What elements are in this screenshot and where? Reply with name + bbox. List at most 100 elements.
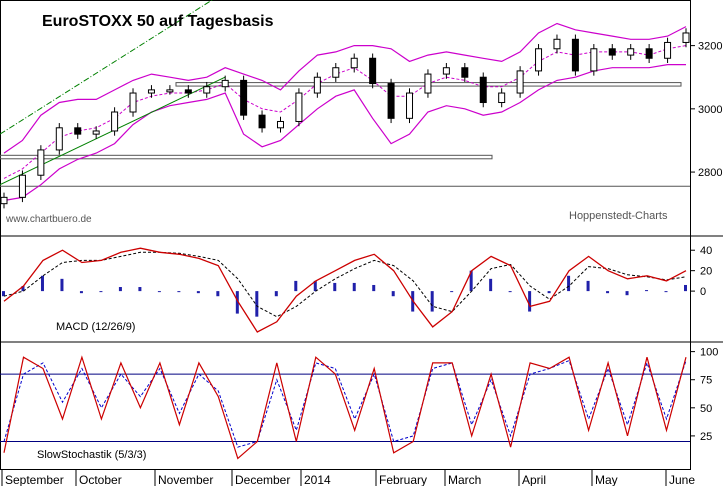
price-ytick-label: 2800 (698, 167, 722, 179)
candle-body (129, 92, 137, 113)
candle-body (553, 38, 561, 50)
candle-body (406, 92, 414, 119)
x-axis-label: September (5, 473, 64, 486)
plot-border (0, 0, 691, 470)
chart-title: EuroSTOXX 50 auf Tagesbasis (42, 13, 274, 30)
macd-histogram-bar (684, 284, 687, 292)
macd-histogram-bar (118, 287, 122, 292)
macd-histogram-bar (274, 291, 278, 297)
bollinger-lower-line (3, 63, 686, 202)
macd-histogram-bar (177, 291, 181, 293)
candle-body (369, 57, 377, 85)
candle-body (664, 41, 672, 59)
source-label-left: www.chartbuero.de (5, 214, 92, 225)
candle-body (535, 48, 543, 72)
candle-body (276, 120, 284, 129)
price-panel: 2800 3000 3200 (0, 0, 722, 209)
bollinger-upper-line (3, 22, 687, 154)
stoch-ytick-label: 25 (700, 431, 712, 443)
candle-body (627, 48, 635, 56)
candle-body (0, 196, 8, 205)
macd-histogram-bar (664, 291, 668, 293)
macd-histogram-bar (313, 280, 317, 292)
macd-histogram-bar (391, 291, 395, 297)
candle-body (645, 48, 653, 59)
macd-histogram-bar (352, 282, 356, 292)
candle-body (258, 114, 266, 129)
macd-histogram-bar (79, 291, 83, 294)
candle-body (332, 67, 340, 78)
macd-histogram-bar (528, 291, 532, 312)
candle-body (516, 70, 524, 94)
candle-body (37, 149, 45, 176)
x-axis-label: June (669, 473, 695, 486)
panel-frames (0, 0, 723, 470)
macd-histogram-bar (138, 287, 142, 292)
macd-histogram-bar (2, 291, 5, 297)
macd-histogram-bar (469, 270, 473, 292)
macd-histogram-bar (450, 291, 454, 293)
stoch-ytick-label: 75 (700, 375, 712, 387)
macd-histogram-bar (489, 278, 493, 292)
macd-histogram-bar (372, 284, 376, 292)
x-axis-label: December (235, 473, 290, 486)
macd-histogram-bar (586, 280, 590, 292)
macd-histogram-bar (60, 278, 64, 292)
candle-body (166, 89, 174, 93)
macd-histogram-bar (508, 291, 512, 293)
candle-body (74, 127, 82, 135)
x-axis-label: October (79, 473, 122, 486)
macd-histogram-bar (40, 275, 44, 292)
candle-body (295, 92, 303, 122)
macd-histogram-bar (567, 275, 571, 292)
candle-body (313, 76, 321, 94)
macd-signal-line (3, 251, 687, 318)
candle-body (461, 67, 469, 78)
candle-body (92, 130, 100, 135)
macd-histogram-bar (606, 291, 610, 294)
candle-body (350, 57, 358, 69)
stoch-ytick-label: 100 (700, 347, 718, 359)
stoch-k-line (3, 355, 687, 460)
candle-body (55, 127, 63, 151)
candle-body (424, 73, 432, 94)
macd-histogram-bar (645, 290, 649, 292)
macd-line (3, 247, 687, 333)
macd-histogram-bar (157, 291, 161, 293)
x-axis: September October November December 2014 Febr… (1, 470, 695, 487)
x-axis-label: March (448, 473, 481, 486)
macd-histogram-bar (235, 291, 239, 314)
candle-body (498, 92, 506, 104)
support-band (0, 154, 493, 160)
macd-histogram-bar (625, 291, 629, 296)
macd-histogram-bar (430, 291, 434, 312)
macd-histogram-bar (547, 291, 551, 294)
x-axis-label: 2014 (304, 473, 331, 486)
stochastic-label: SlowStochastik (5/3/3) (37, 449, 146, 461)
macd-histogram-bar (99, 291, 103, 293)
stochastic-panel: 25 50 75 100 (0, 347, 718, 460)
macd-histogram-bar (333, 282, 337, 292)
candle-body (682, 32, 690, 43)
macd-histogram-bar (294, 280, 298, 292)
macd-histogram-bar (21, 286, 25, 292)
candle-body (111, 111, 119, 132)
candle-body (203, 86, 211, 94)
candle-body (387, 83, 395, 119)
stoch-d-line (3, 359, 687, 448)
price-ytick-label: 3000 (698, 104, 722, 116)
price-ytick-label: 3200 (698, 41, 722, 53)
trendline-dashdot (0, 0, 214, 135)
stoch-ytick-label: 50 (700, 403, 712, 415)
macd-ytick-label: 40 (700, 245, 712, 257)
candle-body (442, 67, 450, 75)
candle-body (184, 89, 192, 94)
candle-body (240, 79, 248, 116)
macd-ytick-label: 20 (700, 266, 712, 278)
macd-label: MACD (12/26/9) (56, 321, 135, 333)
x-axis-label: April (522, 473, 546, 486)
x-axis-label: November (158, 473, 213, 486)
candle-body (608, 48, 616, 56)
